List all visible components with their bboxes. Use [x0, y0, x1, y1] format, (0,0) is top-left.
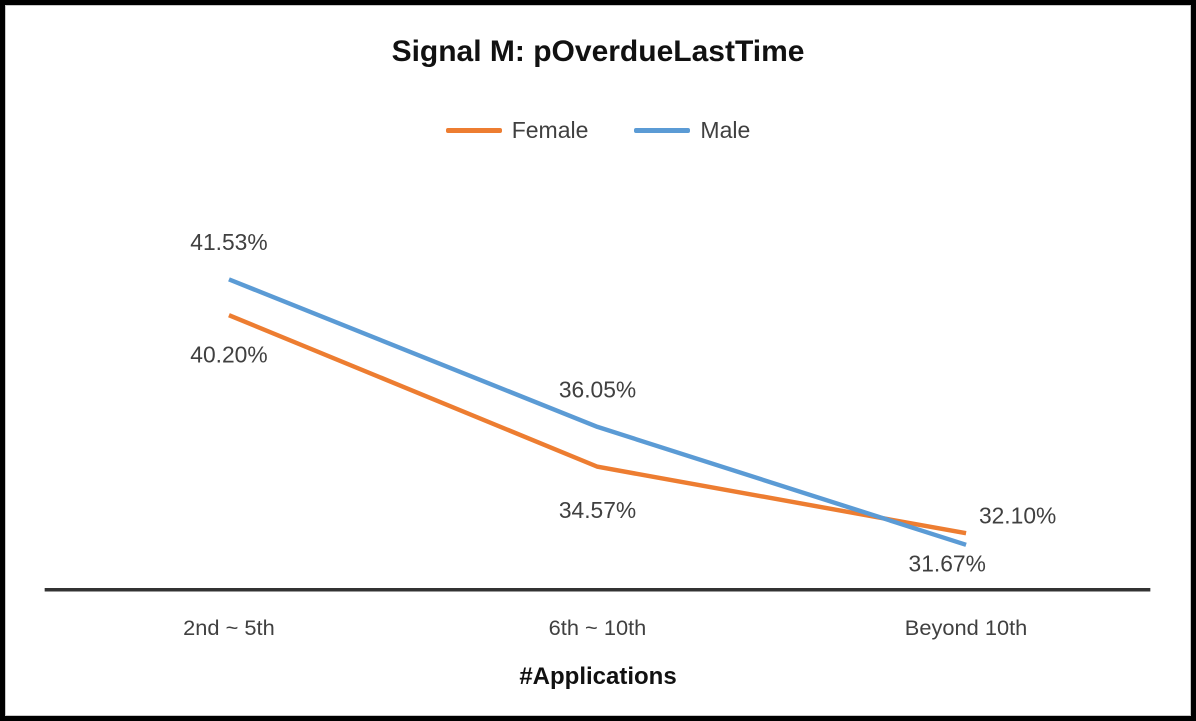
- legend: Female Male: [5, 117, 1191, 144]
- data-label-female-2: 32.10%: [979, 502, 1056, 528]
- female-series-line: [228, 313, 967, 536]
- male-series-line: [228, 277, 967, 547]
- legend-label-male: Male: [700, 117, 751, 143]
- x-tick-label-2: Beyond 10th: [905, 615, 1027, 640]
- legend-item-male: Male: [634, 117, 750, 144]
- female-line-swatch-icon: [445, 128, 502, 133]
- legend-item-female: Female: [445, 117, 589, 144]
- x-tick-label-1: 6th ~ 10th: [549, 615, 647, 640]
- data-label-male-1: 36.05%: [559, 376, 636, 402]
- x-tick-label-0: 2nd ~ 5th: [183, 615, 275, 640]
- data-label-female-1: 34.57%: [559, 497, 636, 523]
- data-label-male-2: 31.67%: [909, 551, 986, 577]
- data-label-male-0: 41.53%: [190, 229, 267, 255]
- data-label-female-0: 40.20%: [190, 342, 267, 368]
- male-line-swatch-icon: [634, 128, 691, 133]
- x-axis-title: #Applications: [519, 663, 677, 690]
- legend-label-female: Female: [511, 117, 589, 143]
- chart-title: Signal M: pOverdueLastTime: [391, 35, 805, 68]
- chart-plot-area: 2nd ~ 5th 6th ~ 10th Beyond 10th 40.20% 34.5…: [44, 229, 1151, 640]
